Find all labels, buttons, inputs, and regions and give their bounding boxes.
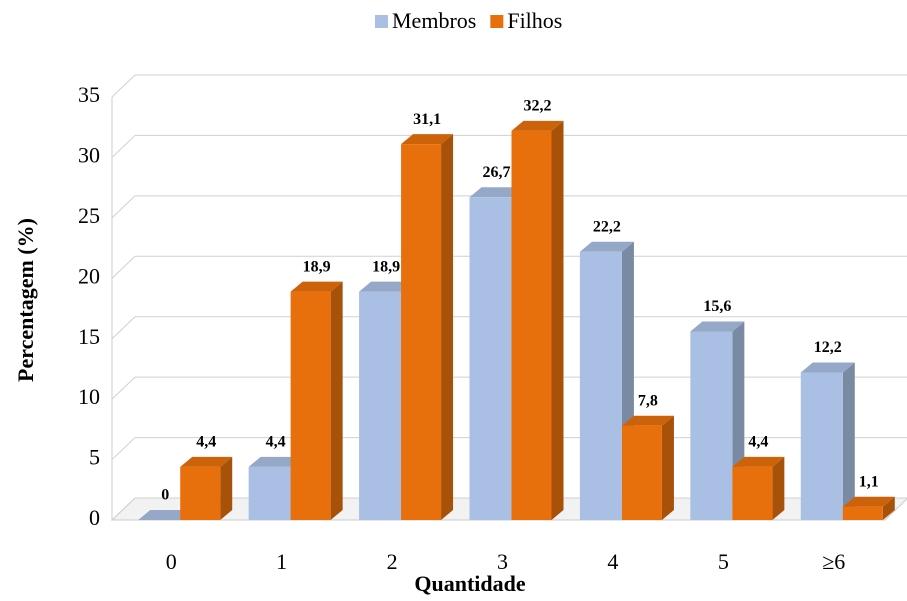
bar-side (441, 134, 454, 521)
x-tick-label: 3 (497, 549, 508, 574)
bar (290, 291, 331, 520)
bar-top (732, 456, 785, 467)
bar (579, 251, 622, 520)
legend-swatch (490, 15, 504, 28)
value-label: 18,9 (303, 258, 331, 275)
y-tick-label: 30 (78, 142, 100, 167)
bar-top (138, 510, 193, 520)
grid-line-side (111, 74, 136, 98)
bar-top (290, 281, 343, 292)
bar (800, 372, 843, 520)
value-label: 4,4 (196, 433, 216, 450)
bar-top (401, 134, 454, 145)
y-tick-label: 25 (78, 203, 100, 228)
bar-top (511, 120, 564, 131)
bar (511, 130, 552, 520)
y-tick-label: 15 (78, 324, 100, 349)
bar-side (661, 415, 674, 520)
grid-line-side (111, 497, 136, 521)
y-tick-label: 20 (78, 263, 100, 288)
bar-top (690, 321, 745, 332)
grid-line-side (111, 255, 136, 279)
value-label: 26,7 (483, 164, 511, 181)
grid-line-side (111, 437, 136, 460)
bar-top (579, 241, 634, 252)
x-tick-label: ≥6 (822, 549, 845, 574)
bar (401, 144, 442, 521)
bar-side (842, 362, 855, 520)
grid-line-side (111, 195, 136, 219)
grid-line-side (111, 376, 136, 400)
bar-top (800, 362, 855, 373)
legend-label: Filhos (507, 8, 562, 33)
value-label: 0 (161, 487, 169, 504)
x-tick-label: 5 (718, 549, 729, 574)
x-tick-label: 0 (166, 549, 177, 574)
x-tick-label: 2 (387, 549, 398, 574)
bar-top (842, 496, 895, 507)
value-label: 1,1 (859, 473, 879, 490)
bar (469, 197, 512, 520)
y-axis-label: Percentagem (%) (13, 218, 38, 382)
bar-side (330, 281, 343, 520)
x-tick-label: 1 (276, 549, 287, 574)
legend-swatch (375, 15, 388, 28)
x-axis-label: Quantidade (414, 571, 525, 596)
bar-side (220, 456, 233, 520)
x-tick-label: 4 (607, 549, 618, 574)
bar-side (882, 496, 895, 520)
value-label: 32,2 (524, 98, 552, 115)
grid-line-side (111, 135, 136, 158)
legend-label: Membros (392, 8, 476, 33)
bar-side (772, 456, 785, 520)
bar-top (359, 281, 414, 292)
value-label: 4,4 (266, 433, 286, 450)
y-tick-label: 5 (89, 445, 100, 470)
bar-top (180, 456, 233, 467)
bar (690, 331, 733, 520)
bar (180, 466, 221, 520)
bar (732, 466, 773, 520)
bar (248, 466, 291, 520)
y-tick-label: 10 (78, 384, 100, 409)
bar-top (469, 187, 524, 198)
bar-side (551, 120, 564, 520)
y-tick-label: 0 (89, 505, 100, 530)
value-label: 15,6 (703, 298, 731, 315)
grid-line-side (111, 316, 136, 340)
bar (621, 425, 662, 520)
value-label: 31,1 (413, 111, 441, 128)
bar (359, 291, 402, 520)
value-label: 18,9 (372, 258, 400, 275)
value-label: 12,2 (814, 339, 842, 356)
bar-top (248, 456, 303, 467)
value-label: 4,4 (748, 433, 768, 450)
value-label: 7,8 (638, 392, 658, 409)
bar-top (621, 415, 674, 426)
y-tick-label: 35 (78, 82, 100, 107)
value-label: 22,2 (593, 218, 621, 235)
bar (842, 506, 883, 520)
